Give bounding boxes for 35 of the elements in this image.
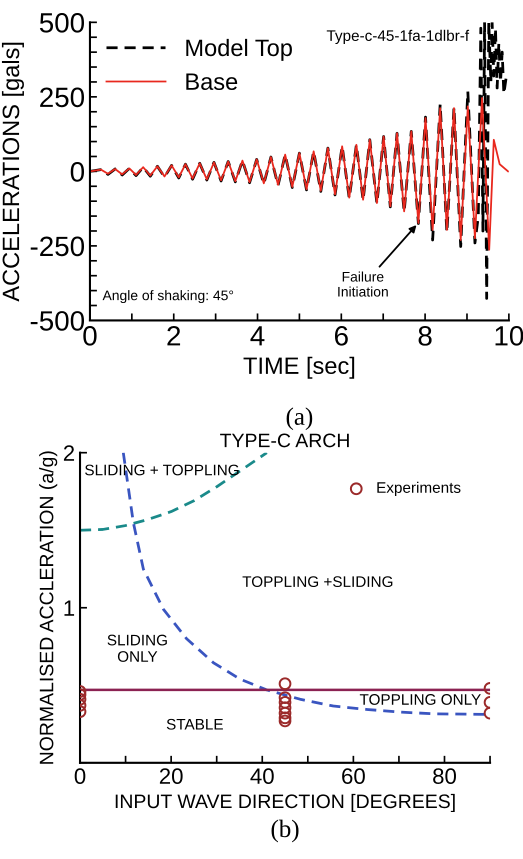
y-tick-label: 250 <box>40 88 84 108</box>
x-tick-label: 10 <box>496 326 523 346</box>
x-tick-label: 60 <box>342 768 365 784</box>
y-tick-label: -250 <box>30 236 84 256</box>
chart-title: Type-c-45-1fa-1dlbr-f <box>326 30 470 44</box>
annotation: SLIDING ONLY <box>108 634 167 662</box>
x-tick-label: 8 <box>418 326 432 346</box>
legend-label: Base <box>186 74 238 90</box>
x-tick-label: 4 <box>250 326 264 346</box>
text: (a) <box>286 407 312 430</box>
annotation: TOPPLING +SLIDING <box>242 576 392 588</box>
y-tick-label: 0 <box>70 162 84 182</box>
y-tick-label: 500 <box>40 13 84 33</box>
annotation: Failure Initiation <box>338 271 388 297</box>
annotation: SLIDING + TOPPLING <box>85 464 239 476</box>
y-axis-title: NORMALISED ACCLERATION (a/g) <box>39 451 58 764</box>
y-tick-label: 1 <box>64 600 74 616</box>
x-tick-label: 40 <box>250 768 274 784</box>
x-tick-label: 80 <box>433 768 456 784</box>
x-tick-label: 20 <box>160 768 183 784</box>
annotation: STABLE <box>166 718 223 730</box>
y-axis-title: ACCELERATIONS [gals] <box>2 42 24 302</box>
annotation: TOPPLING ONLY <box>360 694 481 705</box>
text: (b) <box>272 820 299 842</box>
x-tick-label: 2 <box>167 326 180 346</box>
x-tick-label: 6 <box>334 326 348 346</box>
annotation: Angle of shaking: 45° <box>102 290 234 304</box>
legend-label: Model Top <box>186 38 292 61</box>
x-tick-label: 0 <box>83 326 97 346</box>
y-tick-label: -500 <box>30 311 84 331</box>
y-tick-label: 2 <box>64 445 74 461</box>
x-axis-title: TIME [sec] <box>244 356 354 379</box>
x-axis-title: INPUT WAVE DIRECTION [DEGREES] <box>116 794 455 812</box>
chart-title: TYPE-C ARCH <box>220 434 349 448</box>
legend-label: Experiments <box>377 482 460 496</box>
